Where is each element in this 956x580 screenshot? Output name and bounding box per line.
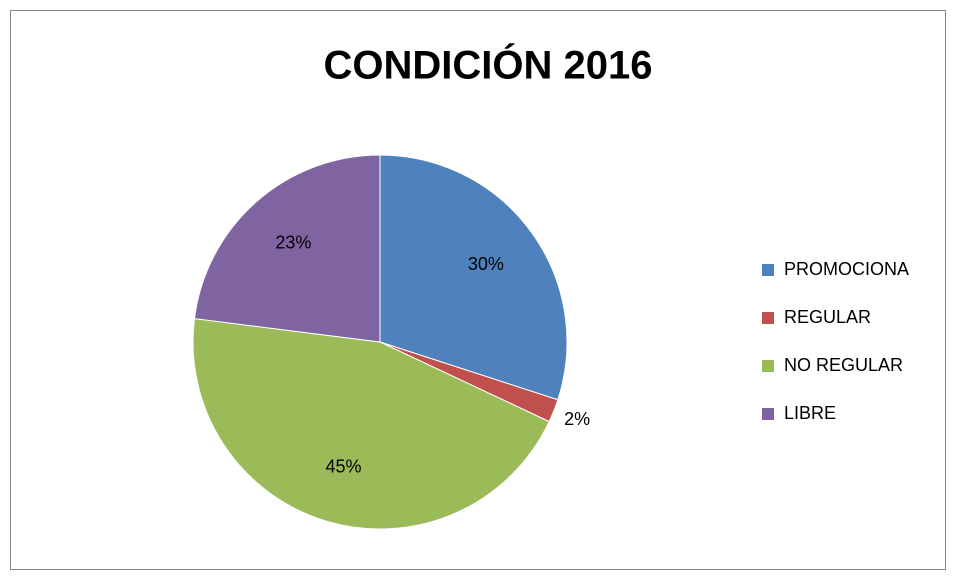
legend-label: NO REGULAR: [784, 355, 903, 375]
legend-swatch: [762, 360, 774, 372]
pie-slice: [379, 154, 568, 401]
legend-swatch: [762, 264, 774, 276]
data-label: 45%: [325, 456, 361, 476]
legend-label: LIBRE: [784, 403, 836, 423]
chart-title: CONDICIÓN 2016: [324, 42, 653, 88]
pie-slice: [193, 154, 381, 343]
data-label: 2%: [564, 409, 590, 429]
data-label: 23%: [275, 233, 311, 253]
legend-label: REGULAR: [784, 307, 871, 327]
pie-slice: [192, 318, 550, 530]
legend-swatch: [762, 312, 774, 324]
legend-label: PROMOCIONA: [784, 259, 909, 279]
data-label: 30%: [468, 254, 504, 274]
legend-swatch: [762, 408, 774, 420]
